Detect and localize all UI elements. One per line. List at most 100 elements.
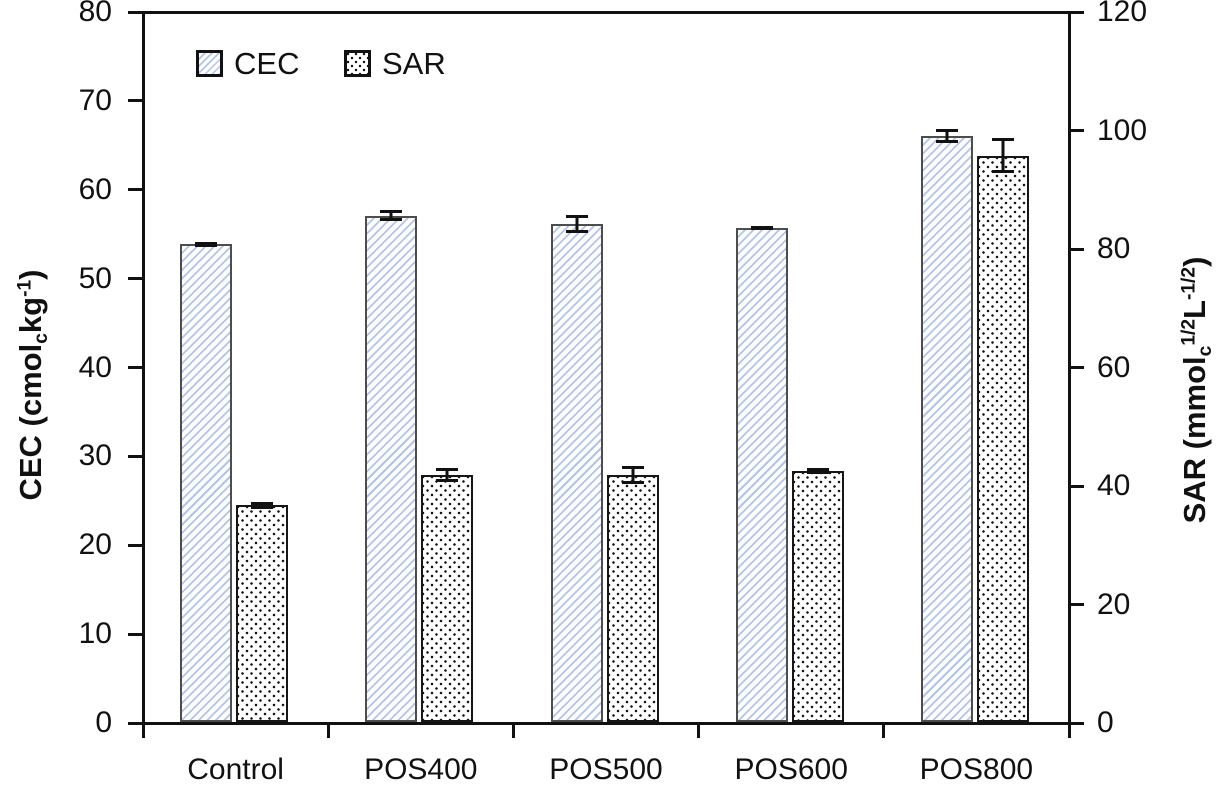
- left-axis-tick: [128, 10, 142, 14]
- error-bar-cap-bottom: [380, 218, 403, 222]
- left-axis-tick-label: 70: [78, 83, 112, 117]
- x-category-label: POS600: [734, 753, 848, 786]
- right-axis-tick-label: 80: [1097, 232, 1131, 265]
- x-axis-tick: [1067, 724, 1071, 738]
- error-bar-line: [575, 214, 578, 233]
- error-bar-line: [445, 467, 449, 483]
- bar-sar-pos800: [976, 155, 1029, 722]
- error-bar-cap-bottom: [565, 229, 588, 233]
- right-axis-tick-label: 20: [1097, 587, 1131, 621]
- right-axis-tick: [1070, 484, 1084, 488]
- axis-title-part: CEC (cmol: [13, 343, 48, 501]
- legend-label: SAR: [382, 46, 446, 81]
- x-category-label: POS400: [364, 753, 478, 786]
- error-bar-cap-bottom: [195, 243, 218, 247]
- error-bar-cap-bottom: [750, 227, 773, 231]
- right-axis-tick: [1070, 247, 1084, 251]
- error-bar-cap-bottom: [806, 470, 829, 474]
- x-category-label: Control: [187, 753, 284, 786]
- error-bar-line: [1001, 137, 1005, 174]
- error-bar-cap-top: [565, 214, 588, 218]
- error-bar-cap-top: [621, 466, 644, 470]
- left-axis-tick: [128, 543, 142, 547]
- axis-title-part: 1/2: [1178, 318, 1200, 346]
- error-bar-cec-control: [195, 241, 218, 247]
- x-axis-tick: [141, 724, 145, 738]
- axis-title-part: ): [1177, 256, 1212, 267]
- error-bar-sar-pos400: [436, 467, 459, 483]
- bar-sar-pos400: [421, 475, 474, 722]
- bar-cec-pos400: [365, 215, 418, 722]
- x-axis-tick: [697, 724, 701, 738]
- error-bar-line: [389, 210, 393, 222]
- error-bar-cap-bottom: [935, 139, 958, 143]
- right-axis-tick: [1070, 603, 1084, 606]
- axis-title-part: -1: [14, 279, 36, 297]
- plot-area: [141, 10, 1071, 725]
- error-bar-cap-bottom: [436, 479, 459, 483]
- axis-title-part: kg: [13, 296, 48, 334]
- x-category-label: POS800: [919, 753, 1034, 786]
- right-axis-tick-label: 60: [1097, 350, 1131, 384]
- bar-cec-pos500: [550, 223, 603, 722]
- left-axis-title: CEC (cmolckg-1): [13, 125, 53, 645]
- error-bar-line: [945, 128, 949, 143]
- left-axis-tick-label: 40: [78, 350, 112, 384]
- left-axis-tick: [128, 99, 142, 103]
- legend-item-cec: CEC: [196, 48, 299, 79]
- right-axis-tick: [1070, 10, 1084, 14]
- left-axis-tick-label: 0: [95, 706, 112, 739]
- error-bar-line: [260, 501, 264, 509]
- legend-swatch-hatch-icon: [196, 50, 223, 77]
- left-axis-tick: [128, 454, 142, 458]
- error-bar-sar-pos500: [621, 466, 644, 484]
- bar-sar-control: [236, 505, 289, 722]
- error-bar-cap-top: [935, 128, 958, 132]
- axis-title-part: SAR (mmol: [1177, 356, 1212, 524]
- bar-cec-pos600: [735, 228, 788, 722]
- error-bar-cap-top: [806, 467, 829, 471]
- bar-sar-pos500: [606, 475, 659, 722]
- legend-label: CEC: [234, 46, 300, 81]
- axis-title-part: c: [30, 333, 52, 344]
- bar-cec-pos800: [920, 135, 973, 722]
- right-axis-tick-label: 0: [1097, 706, 1114, 739]
- axis-title-part: c: [1194, 345, 1216, 357]
- x-axis-tick: [326, 724, 330, 738]
- error-bar-sar-control: [251, 501, 274, 509]
- x-category-label: POS500: [549, 753, 663, 786]
- right-axis-tick-label: 40: [1097, 469, 1131, 502]
- error-bar-sar-pos600: [806, 467, 829, 474]
- legend-item-sar: SAR: [344, 48, 446, 79]
- error-bar-cap-top: [251, 501, 274, 505]
- error-bar-sar-pos800: [991, 137, 1014, 174]
- bar-cec-control: [180, 244, 233, 722]
- left-axis-tick-label: 10: [78, 617, 112, 651]
- left-axis-tick: [128, 366, 142, 369]
- error-bar-line: [631, 466, 634, 484]
- axis-title-part: -1/2: [1178, 266, 1200, 301]
- left-axis-tick-label: 20: [78, 528, 112, 562]
- error-bar-cap-top: [195, 241, 218, 245]
- error-bar-cap-top: [380, 210, 403, 214]
- right-axis-tick-label: 100: [1097, 113, 1148, 147]
- error-bar-cap-top: [991, 137, 1014, 141]
- x-axis-tick: [882, 724, 886, 738]
- error-bar-cap-bottom: [991, 170, 1014, 174]
- error-bar-cap-bottom: [251, 505, 274, 509]
- left-axis-tick-label: 60: [78, 172, 112, 206]
- left-axis-tick: [128, 721, 142, 725]
- axis-title-part: L: [1177, 300, 1212, 319]
- right-axis-title: SAR (mmolc1/2L-1/2): [1177, 110, 1217, 670]
- plot-field: [145, 14, 1068, 722]
- right-axis-tick: [1070, 721, 1084, 725]
- left-axis-tick-label: 50: [78, 261, 112, 295]
- error-bar-cec-pos600: [750, 226, 773, 231]
- error-bar-cec-pos400: [380, 210, 403, 222]
- bar-sar-pos600: [791, 470, 844, 722]
- x-axis-tick: [511, 724, 515, 738]
- left-axis-tick-label: 30: [78, 439, 112, 473]
- left-axis-tick: [128, 277, 142, 281]
- legend-swatch-dots-icon: [344, 50, 371, 77]
